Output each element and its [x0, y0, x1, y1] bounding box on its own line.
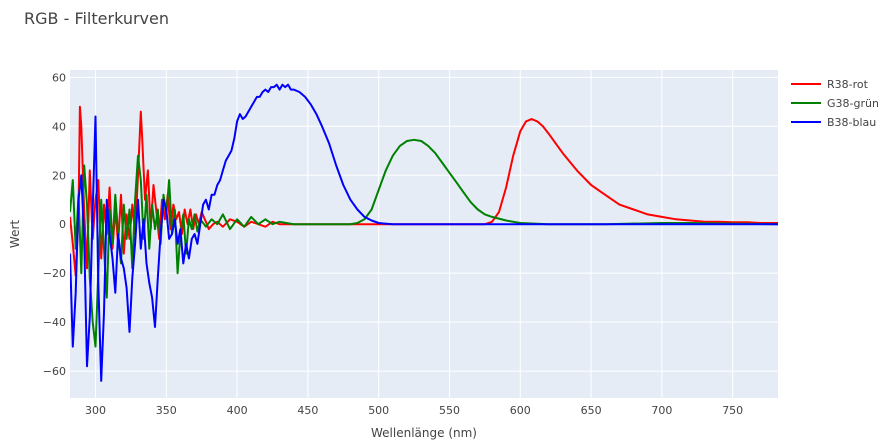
legend[interactable]: R38-rot G38-grün B38-blau	[791, 78, 879, 129]
series-line-3	[70, 83, 778, 382]
y-axis-label: Wert	[8, 220, 22, 248]
x-tick-label: 650	[581, 404, 602, 417]
x-tick-labels: 300 350 400 450 500 550 600 650 700 750	[85, 404, 743, 417]
x-tick-label: 550	[439, 404, 460, 417]
legend-label: R38-rot	[827, 78, 869, 91]
chart-title: RGB - Filterkurven	[24, 9, 169, 28]
x-axis-label: Wellenlänge (nm)	[371, 426, 477, 440]
legend-label: B38-blau	[827, 116, 876, 129]
y-tick-label: 0	[59, 218, 66, 231]
x-tick-label: 350	[156, 404, 177, 417]
x-tick-label: 600	[510, 404, 531, 417]
x-tick-label: 300	[85, 404, 106, 417]
legend-item-3[interactable]: B38-blau	[791, 116, 876, 129]
x-tick-label: 450	[297, 404, 318, 417]
series-line-2	[70, 138, 778, 348]
y-tick-label: 60	[52, 71, 66, 84]
legend-item-1[interactable]: R38-rot	[791, 78, 869, 91]
series-layer	[70, 83, 778, 382]
y-tick-label: 20	[52, 169, 66, 182]
y-tick-label: −40	[43, 316, 66, 329]
y-tick-label: −20	[43, 267, 66, 280]
y-tick-labels: −60 −40 −20 0 20 40 60	[43, 71, 66, 378]
x-tick-label: 750	[722, 404, 743, 417]
y-tick-label: −60	[43, 365, 66, 378]
x-tick-label: 500	[368, 404, 389, 417]
legend-label: G38-grün	[827, 97, 879, 110]
x-tick-label: 700	[651, 404, 672, 417]
y-tick-label: 40	[52, 120, 66, 133]
legend-item-2[interactable]: G38-grün	[791, 97, 879, 110]
x-tick-label: 400	[227, 404, 248, 417]
